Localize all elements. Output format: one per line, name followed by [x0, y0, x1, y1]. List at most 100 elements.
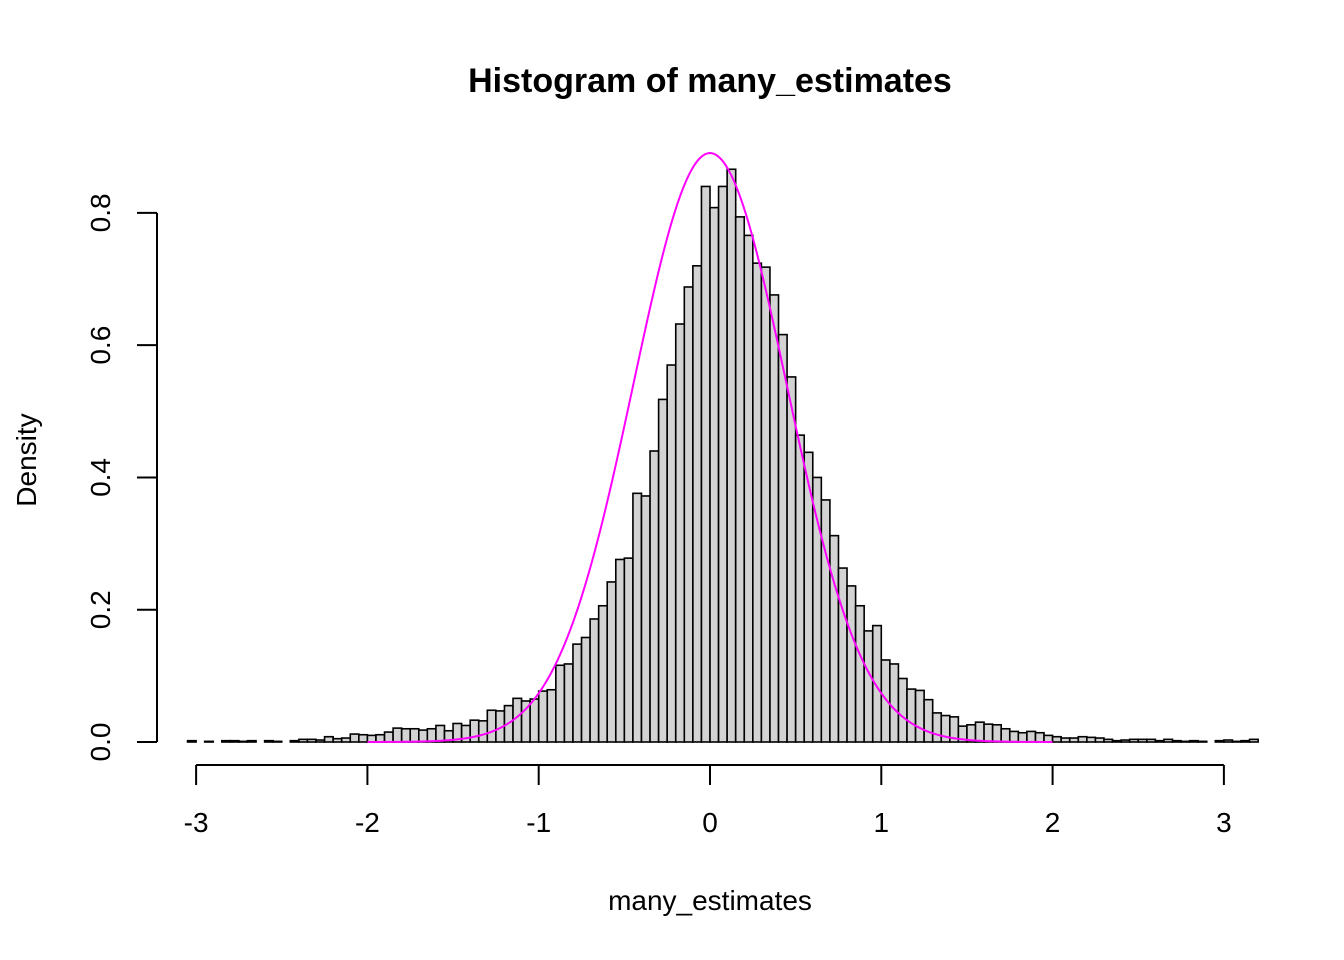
- histogram-bar: [923, 698, 934, 743]
- histogram-bar: [1231, 740, 1242, 743]
- histogram-bar: [229, 739, 240, 743]
- histogram-bar: [1000, 727, 1011, 743]
- histogram-bar: [1163, 738, 1174, 743]
- histogram-bar: [1034, 731, 1045, 743]
- histogram-bar: [983, 723, 994, 743]
- histogram-bar: [906, 688, 917, 743]
- histogram-bar: [880, 659, 891, 743]
- x-tick-label: 3: [1216, 807, 1232, 838]
- y-tick-label: 0.2: [85, 590, 116, 629]
- histogram-bar: [332, 737, 343, 743]
- histogram-bar: [991, 723, 1003, 743]
- histogram-bar: [683, 286, 694, 743]
- y-tick-label: 0.0: [85, 723, 116, 762]
- histogram-bar: [914, 689, 925, 743]
- histogram-bar: [1068, 737, 1080, 743]
- histogram-bar: [657, 398, 668, 743]
- histogram-bar: [1120, 739, 1131, 743]
- histogram-bar: [486, 709, 497, 743]
- histogram-bar: [572, 643, 583, 743]
- histogram-bar: [1017, 731, 1028, 743]
- histogram-bar: [794, 434, 806, 743]
- y-tick-label: 0.4: [85, 458, 116, 497]
- histogram-bar: [640, 495, 651, 743]
- histogram-bar: [1197, 740, 1208, 743]
- x-axis: -3 -2 -1 0 1 2 3: [184, 764, 1232, 838]
- histogram-bar: [1146, 738, 1157, 743]
- histogram-bar: [717, 185, 728, 743]
- histogram-bar: [383, 731, 394, 743]
- histogram-bar: [289, 739, 300, 743]
- histogram-bar: [186, 739, 197, 743]
- histogram-bar: [1171, 739, 1182, 743]
- histogram-bar: [349, 733, 360, 743]
- histogram-bar: [203, 740, 215, 743]
- histogram-bar: [1188, 739, 1199, 743]
- histogram-bar: [469, 719, 480, 743]
- density-curve-layer: [367, 152, 1053, 743]
- histogram-bar: [734, 216, 746, 743]
- histogram-bar: [837, 567, 848, 743]
- histogram-bar: [854, 604, 865, 743]
- histogram-bar: [674, 323, 686, 743]
- histogram-bar: [1060, 737, 1071, 743]
- histogram-bar: [1180, 740, 1191, 743]
- histogram-bar: [752, 262, 763, 743]
- normal-density-curve: [367, 152, 1053, 743]
- histogram-bar: [623, 557, 634, 743]
- histogram-bar: [786, 376, 797, 743]
- histogram-bar: [426, 727, 437, 743]
- histogram-bar: [897, 677, 908, 743]
- histogram-bars: [186, 168, 1259, 743]
- histogram-bar: [563, 663, 574, 743]
- histogram-bar: [1223, 739, 1234, 743]
- y-tick-label: 0.8: [85, 193, 116, 232]
- x-tick-label: -1: [526, 807, 551, 838]
- histogram-bar: [777, 333, 788, 743]
- histogram-bar: [597, 604, 609, 743]
- histogram-bar: [614, 558, 626, 743]
- histogram-bar: [589, 618, 600, 743]
- histogram-bar: [272, 740, 283, 743]
- x-tick-label: 2: [1045, 807, 1061, 838]
- histogram-bar: [263, 739, 274, 743]
- histogram-bar: [238, 740, 249, 743]
- histogram-bar: [546, 688, 557, 743]
- histogram-bar: [1128, 738, 1140, 743]
- histogram-bar: [375, 733, 386, 743]
- histogram-bar: [400, 727, 412, 743]
- histogram-bar: [306, 738, 317, 743]
- histogram-bar: [1154, 739, 1165, 743]
- histogram-bar: [529, 698, 540, 743]
- histogram-bar: [1094, 737, 1105, 743]
- histogram-bar: [769, 294, 780, 743]
- histogram-bar: [846, 585, 857, 743]
- histogram-bar: [315, 739, 326, 743]
- y-axis-label: Density: [11, 413, 42, 506]
- histogram-bar: [649, 450, 660, 743]
- histogram-bar: [889, 663, 900, 743]
- histogram-bar: [1077, 735, 1088, 743]
- histogram-bar: [246, 739, 257, 743]
- x-tick-label: -3: [184, 807, 209, 838]
- histogram-bar: [726, 168, 737, 743]
- histogram-bar: [829, 534, 840, 743]
- histogram-bar: [1111, 739, 1122, 743]
- histogram-bar: [606, 581, 617, 743]
- histogram-bar: [1103, 738, 1114, 743]
- histogram-bar: [700, 185, 711, 743]
- chart-title: Histogram of many_estimates: [468, 62, 952, 100]
- x-tick-label: -2: [355, 807, 380, 838]
- x-tick-label: 0: [702, 807, 718, 838]
- histogram-bar: [340, 737, 352, 743]
- histogram-bar: [298, 738, 309, 743]
- histogram-bar: [863, 630, 874, 743]
- x-axis-label: many_estimates: [608, 885, 812, 916]
- histogram-bar: [743, 234, 754, 743]
- histogram-bar: [1214, 739, 1225, 743]
- histogram-bar: [1240, 739, 1251, 743]
- histogram-bar: [666, 364, 677, 743]
- histogram-bar: [417, 729, 429, 743]
- histogram-bar: [580, 636, 591, 743]
